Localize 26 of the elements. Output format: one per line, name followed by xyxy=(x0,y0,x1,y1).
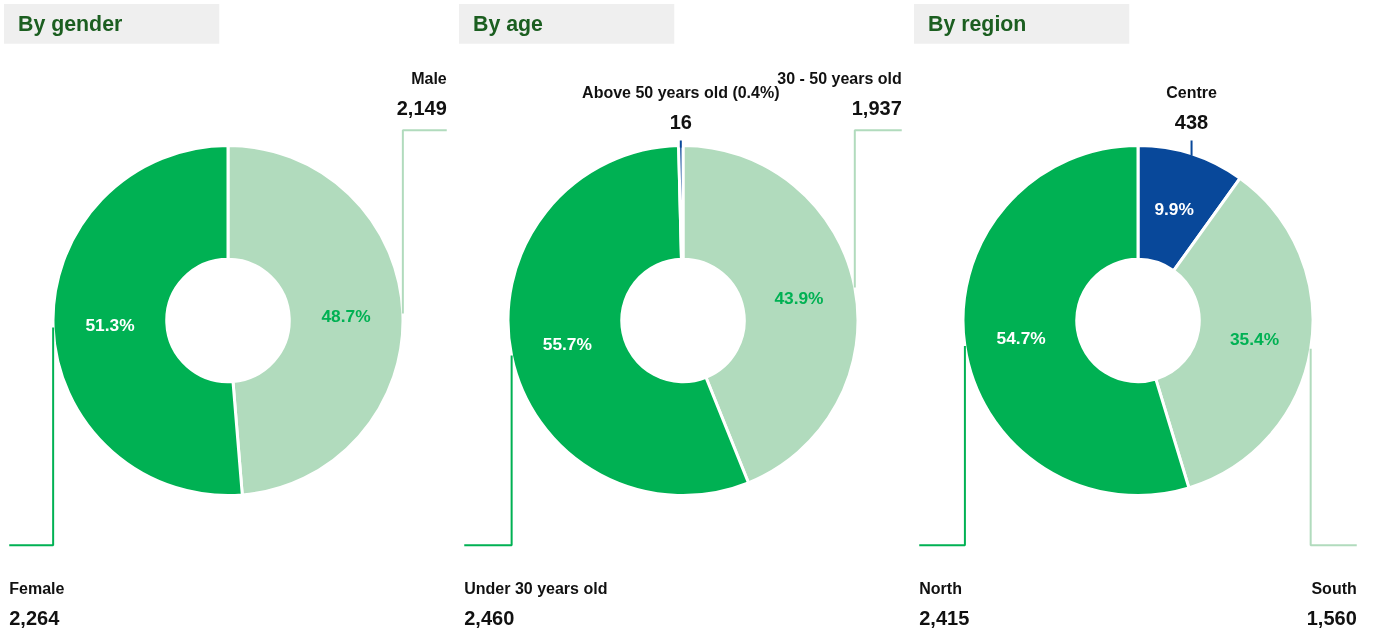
chart-title: By gender xyxy=(18,11,123,36)
data-label: 54.7% xyxy=(996,327,1046,348)
data-label: 48.7% xyxy=(321,305,371,326)
data-label: 35.4% xyxy=(1229,329,1280,350)
slice-label: South xyxy=(1311,580,1357,598)
slice-label: Under 30 years old xyxy=(464,580,608,598)
text: 1,937 xyxy=(851,96,902,119)
text: 2,149 xyxy=(396,96,447,119)
slice-label: Above 50 years old (0.4%) xyxy=(582,83,780,101)
data-label: 55.7% xyxy=(542,334,592,355)
slice-label: 30 - 50 years old xyxy=(777,69,902,87)
text: 2,264 xyxy=(9,607,60,630)
chart-title: By region xyxy=(928,11,1027,36)
data-label: 9.9% xyxy=(1154,199,1194,220)
data-label: 43.9% xyxy=(774,288,824,309)
text: 438 xyxy=(1174,110,1209,133)
slice-label: Male xyxy=(411,69,447,87)
text: 16 xyxy=(669,110,692,133)
text: 2,415 xyxy=(919,607,970,630)
slice-label: North xyxy=(919,580,962,598)
text: 2,460 xyxy=(464,607,515,630)
data-label: 51.3% xyxy=(85,315,135,336)
text: 1,560 xyxy=(1306,607,1357,630)
chart-title: By age xyxy=(473,11,544,36)
slice-label: Female xyxy=(9,580,65,598)
slice-label: Centre xyxy=(1166,83,1217,101)
